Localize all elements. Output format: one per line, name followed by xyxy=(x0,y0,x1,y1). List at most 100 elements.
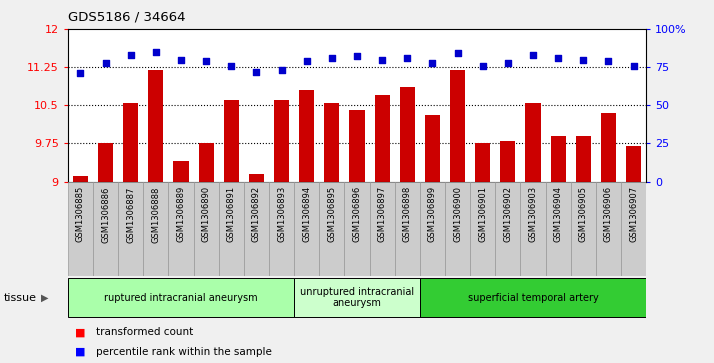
Bar xyxy=(470,182,496,276)
Bar xyxy=(375,95,390,182)
Text: GSM1306892: GSM1306892 xyxy=(252,186,261,242)
Point xyxy=(75,70,86,76)
Text: ruptured intracranial aneurysm: ruptured intracranial aneurysm xyxy=(104,293,258,303)
Text: GSM1306907: GSM1306907 xyxy=(629,186,638,242)
Bar xyxy=(621,182,646,276)
Bar xyxy=(169,182,193,276)
Bar xyxy=(73,176,88,182)
Point xyxy=(251,69,262,75)
Point xyxy=(477,63,488,69)
Text: ▶: ▶ xyxy=(41,293,49,303)
Bar xyxy=(144,182,169,276)
Bar xyxy=(344,182,370,276)
Bar xyxy=(521,182,545,276)
Bar xyxy=(550,136,565,182)
Text: GSM1306891: GSM1306891 xyxy=(227,186,236,242)
Text: GSM1306904: GSM1306904 xyxy=(553,186,563,242)
Bar xyxy=(98,143,113,182)
Bar xyxy=(93,182,118,276)
FancyBboxPatch shape xyxy=(294,278,420,317)
Text: GSM1306901: GSM1306901 xyxy=(478,186,487,242)
Point xyxy=(201,58,212,64)
Bar xyxy=(294,182,319,276)
Text: GSM1306887: GSM1306887 xyxy=(126,186,135,242)
Bar xyxy=(193,182,218,276)
Text: GSM1306885: GSM1306885 xyxy=(76,186,85,242)
Point xyxy=(628,63,639,69)
Point xyxy=(326,55,338,61)
Bar xyxy=(198,143,213,182)
Text: GSM1306905: GSM1306905 xyxy=(579,186,588,242)
Text: ■: ■ xyxy=(75,327,86,337)
Bar xyxy=(299,90,314,182)
Text: transformed count: transformed count xyxy=(96,327,193,337)
FancyBboxPatch shape xyxy=(68,278,294,317)
Bar xyxy=(218,182,244,276)
Bar xyxy=(349,110,365,182)
Point xyxy=(578,57,589,62)
Bar xyxy=(370,182,395,276)
Bar xyxy=(601,113,616,182)
Bar xyxy=(118,182,144,276)
Point xyxy=(351,54,363,60)
Text: unruptured intracranial
aneurysm: unruptured intracranial aneurysm xyxy=(300,287,414,309)
Bar xyxy=(269,182,294,276)
Bar xyxy=(400,87,415,182)
Text: GSM1306886: GSM1306886 xyxy=(101,186,110,242)
Bar xyxy=(324,103,339,182)
Text: GSM1306894: GSM1306894 xyxy=(302,186,311,242)
Point xyxy=(150,49,161,55)
Text: GSM1306895: GSM1306895 xyxy=(327,186,336,242)
Bar xyxy=(596,182,621,276)
Text: GDS5186 / 34664: GDS5186 / 34664 xyxy=(68,11,186,24)
Bar xyxy=(68,182,93,276)
Bar xyxy=(425,115,440,182)
Point xyxy=(502,60,513,65)
Bar xyxy=(395,182,420,276)
Point xyxy=(401,55,413,61)
Point xyxy=(276,67,287,73)
Text: superficial temporal artery: superficial temporal artery xyxy=(468,293,598,303)
Point xyxy=(452,50,463,56)
Point xyxy=(226,63,237,69)
Point xyxy=(376,57,388,62)
Text: GSM1306906: GSM1306906 xyxy=(604,186,613,242)
Bar xyxy=(149,70,164,182)
Point xyxy=(553,55,564,61)
Bar xyxy=(174,161,188,182)
Text: GSM1306893: GSM1306893 xyxy=(277,186,286,242)
Point xyxy=(301,58,313,64)
Point xyxy=(125,52,136,58)
Text: percentile rank within the sample: percentile rank within the sample xyxy=(96,347,272,357)
FancyBboxPatch shape xyxy=(420,278,646,317)
Text: GSM1306889: GSM1306889 xyxy=(176,186,186,242)
Bar xyxy=(123,103,139,182)
Bar xyxy=(501,141,516,182)
Point xyxy=(528,52,539,58)
Text: ■: ■ xyxy=(75,347,86,357)
Bar xyxy=(545,182,570,276)
Bar xyxy=(274,100,289,182)
Bar xyxy=(249,174,264,182)
Bar xyxy=(319,182,344,276)
Text: GSM1306903: GSM1306903 xyxy=(528,186,538,242)
Text: GSM1306902: GSM1306902 xyxy=(503,186,513,242)
Bar xyxy=(526,103,540,182)
Point xyxy=(100,60,111,65)
Bar xyxy=(450,70,465,182)
Bar xyxy=(223,100,238,182)
Bar xyxy=(626,146,641,182)
Bar xyxy=(575,136,591,182)
Text: GSM1306900: GSM1306900 xyxy=(453,186,462,242)
Text: GSM1306899: GSM1306899 xyxy=(428,186,437,242)
Bar xyxy=(420,182,445,276)
Bar xyxy=(244,182,269,276)
Text: tissue: tissue xyxy=(4,293,36,303)
Text: GSM1306888: GSM1306888 xyxy=(151,186,161,242)
Text: GSM1306897: GSM1306897 xyxy=(378,186,387,242)
Bar xyxy=(445,182,470,276)
Point xyxy=(603,58,614,64)
Text: GSM1306896: GSM1306896 xyxy=(353,186,361,242)
Text: GSM1306898: GSM1306898 xyxy=(403,186,412,242)
Bar xyxy=(476,143,491,182)
